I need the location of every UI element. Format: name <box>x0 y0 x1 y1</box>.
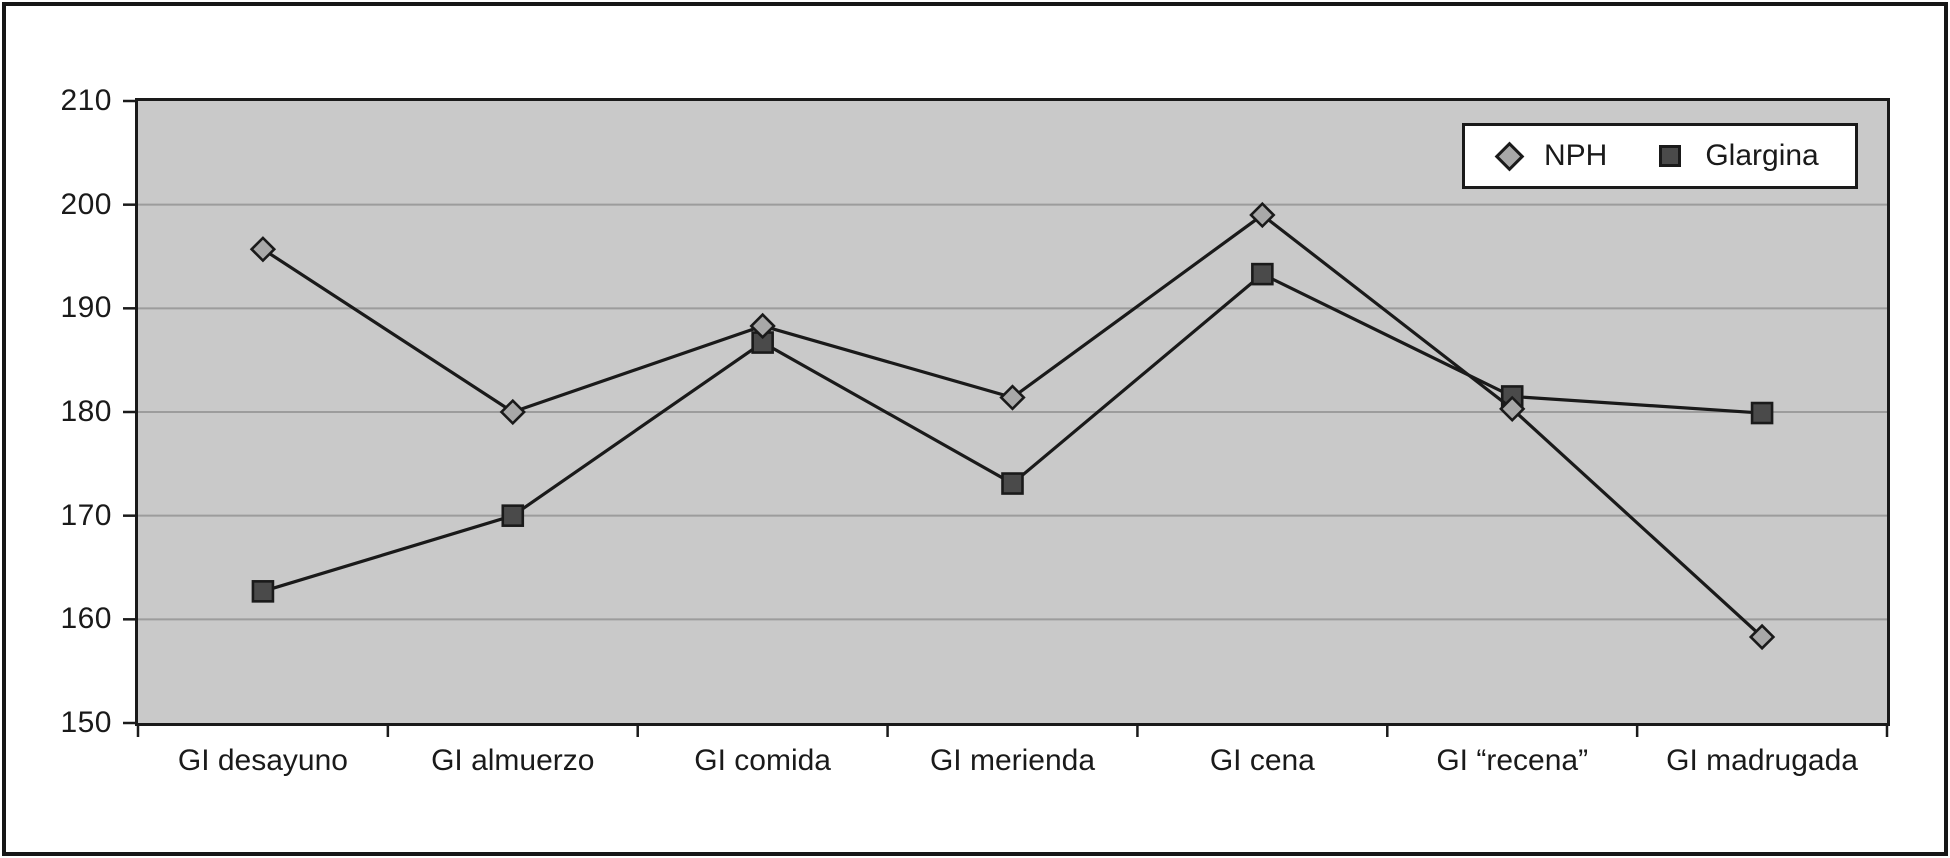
nph-marker-diamond <box>499 398 526 426</box>
y-axis-label: 170 <box>60 498 112 532</box>
x-axis-label: GI desayuno <box>177 744 348 777</box>
x-axis-label: GI merienda <box>929 744 1096 777</box>
glargina-marker-square <box>1001 472 1024 495</box>
x-axis-label: GI comida <box>694 744 831 777</box>
y-axis-label: 190 <box>60 291 112 325</box>
nph-series-line <box>262 213 1764 639</box>
nph-marker-diamond <box>1748 623 1776 651</box>
nph-diamond-icon <box>1494 141 1525 171</box>
glargina-marker-square <box>251 580 275 603</box>
y-axis-label: 200 <box>60 187 112 221</box>
x-axis-label: GI “recena” <box>1436 744 1589 777</box>
x-axis-label: GI cena <box>1209 744 1315 777</box>
glargina-marker-square <box>1251 262 1274 286</box>
x-axis-label: GI almuerzo <box>431 744 595 777</box>
nph-marker-diamond <box>749 312 776 340</box>
y-axis-label: 150 <box>60 706 112 739</box>
glargina-marker-square <box>501 504 525 527</box>
legend-label-glargina: Glargina <box>1705 139 1819 172</box>
y-axis-label: 180 <box>60 395 112 428</box>
legend: NPH Glargina <box>1462 123 1858 189</box>
glargina-marker-square <box>1750 401 1774 425</box>
nph-marker-diamond <box>1249 201 1276 229</box>
legend-item-glargina: Glargina <box>1659 139 1819 172</box>
nph-marker-diamond <box>999 384 1026 411</box>
legend-label-nph: NPH <box>1544 139 1608 172</box>
legend-item-nph: NPH <box>1494 139 1608 172</box>
x-axis-label: GI madrugada <box>1666 744 1858 777</box>
y-axis-label: 160 <box>60 602 112 636</box>
nph-marker-diamond <box>249 236 277 263</box>
y-axis-label: 210 <box>60 84 112 117</box>
glargina-square-icon <box>1659 145 1682 167</box>
nph-marker-diamond <box>1499 395 1526 423</box>
